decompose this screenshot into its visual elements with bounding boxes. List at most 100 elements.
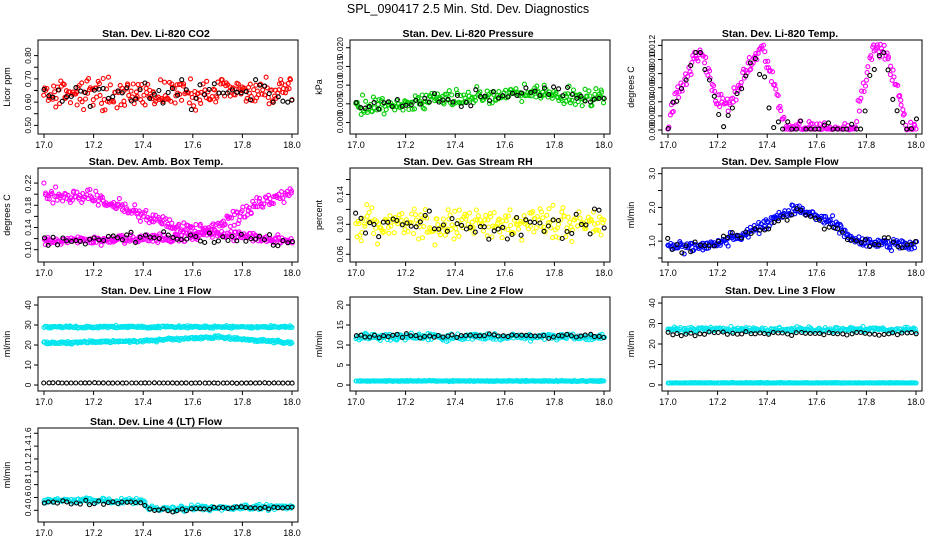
data-point [734,233,740,239]
data-point [713,98,719,104]
data-point [786,208,792,214]
page-title: SPL_090417 2.5 Min. Std. Dev. Diagnostic… [346,2,590,16]
data-point [789,212,795,218]
x-tick-label: 17.6 [184,397,202,407]
data-point [389,103,395,110]
data-point [445,96,451,103]
data-point [853,238,859,244]
data-point [750,60,756,66]
data-point [913,331,919,337]
y-tick-label: 20 [23,340,33,350]
data-point [371,332,378,338]
data-point [899,245,905,251]
data-point [553,89,559,96]
y-tick-label: 0.80 [23,47,33,64]
x-tick-label: 17.8 [234,268,252,278]
data-point [102,107,108,113]
data-point [830,213,836,219]
data-point [564,331,570,337]
data-point [748,230,754,236]
data-point [45,242,51,248]
data-point [817,121,823,127]
data-point [541,82,547,88]
data-point [595,227,602,234]
data-point [128,88,134,94]
data-point [132,202,138,208]
data-point [558,217,564,223]
data-point [707,68,713,74]
data-point [688,71,694,77]
data-point [444,91,450,97]
data-point [834,226,841,232]
data-point [676,94,682,101]
data-point [161,380,167,386]
data-point [280,238,286,244]
data-point [77,238,83,244]
data-point [138,497,144,503]
data-point [908,241,914,247]
data-point [578,93,584,99]
x-tick-label: 18.0 [283,140,301,150]
scatter-plot: 17.0 17.2 17.4 17.6 17.8 18.00.0000.0020.0040… [626,35,925,150]
plot-frame [661,296,923,392]
data-point [467,224,473,230]
data-point [860,324,866,330]
x-tick-label: 18.0 [283,528,301,538]
data-point [228,215,235,221]
data-point [131,207,137,213]
data-point [665,329,671,335]
data-point [559,235,565,242]
data-point [569,91,575,98]
data-point [46,196,52,202]
data-point [256,195,263,201]
data-point [909,246,915,252]
x-tick-label: 18.0 [595,268,613,278]
y-tick-label: 0.70 [23,70,33,87]
data-point [399,211,405,217]
chart-title: Stan. Dev. Li-820 Temp. [721,28,839,40]
data-point [49,191,55,197]
data-point [77,501,83,507]
data-point [816,126,822,132]
data-point [679,250,685,256]
data-point [505,94,511,100]
data-point [248,236,254,242]
data-point [495,333,501,339]
data-point [381,111,387,117]
data-point [888,248,895,254]
data-point [288,190,294,196]
y-tick-label: 0.8 [23,478,33,490]
data-point [762,74,768,80]
data-point [725,112,731,118]
data-point [785,119,791,125]
data-point [739,235,745,241]
data-point [53,104,59,110]
data-point [67,100,74,106]
data-point [132,239,139,245]
x-tick-label: 17.8 [858,397,876,407]
data-point [369,108,375,114]
y-tick-label: 0.010 [335,74,345,96]
chart-panel-line1: Stan. Dev. Line 1 Flow 17.0 17.2 17.4 17.6 17… [0,285,312,407]
data-point [555,217,561,224]
data-point [839,229,845,235]
data-point [53,184,59,190]
data-point [730,330,736,336]
data-point [536,217,542,223]
data-point [908,126,914,132]
data-point [424,229,430,235]
data-point [564,228,570,235]
data-point [564,84,571,90]
data-point [353,333,359,339]
data-point [222,221,228,227]
data-point [908,119,914,125]
data-point [871,66,877,72]
data-point [50,234,56,240]
data-point [86,380,92,386]
data-point [532,333,538,339]
data-point [119,499,125,505]
y-tick-label: 0.012 [647,35,657,57]
data-point [225,505,231,512]
data-point [773,215,779,221]
data-point [900,107,906,113]
